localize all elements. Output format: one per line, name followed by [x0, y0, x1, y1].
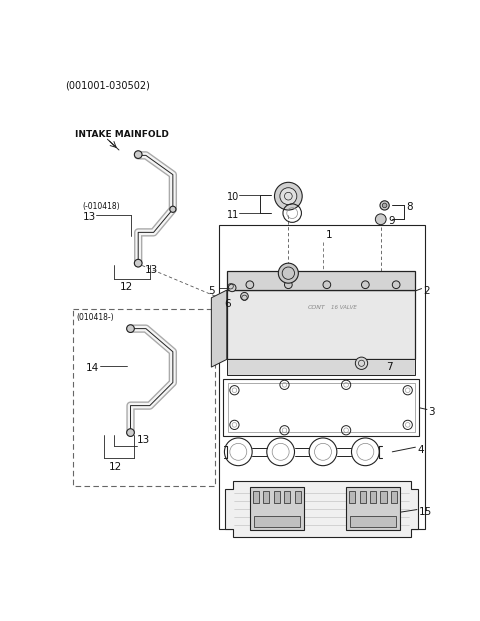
Circle shape	[382, 203, 387, 208]
Text: 12: 12	[120, 283, 133, 292]
Polygon shape	[211, 290, 227, 367]
Text: INTAKE MAINFOLD: INTAKE MAINFOLD	[75, 130, 169, 139]
Text: 10: 10	[227, 191, 239, 202]
Text: 11: 11	[227, 210, 239, 220]
Text: 9: 9	[388, 216, 395, 226]
Bar	[284, 491, 290, 502]
Polygon shape	[227, 360, 415, 375]
Bar	[223, 379, 419, 437]
Text: 12: 12	[108, 462, 122, 472]
Text: 4: 4	[417, 445, 423, 455]
Text: 15: 15	[419, 507, 432, 517]
Text: 14: 14	[86, 363, 99, 373]
Polygon shape	[227, 290, 415, 360]
Text: (-010418): (-010418)	[83, 202, 120, 211]
Circle shape	[375, 214, 386, 225]
Bar	[360, 491, 366, 502]
Text: 13: 13	[137, 435, 150, 445]
Bar	[370, 491, 376, 502]
Text: 13: 13	[83, 212, 96, 222]
Text: 6: 6	[225, 299, 231, 309]
Bar	[73, 309, 215, 486]
Text: (010418-): (010418-)	[77, 313, 114, 322]
Circle shape	[127, 428, 134, 437]
Text: 7: 7	[386, 361, 393, 372]
Text: 5: 5	[209, 286, 215, 296]
Text: 2: 2	[423, 286, 430, 296]
Bar	[254, 515, 300, 527]
Circle shape	[246, 281, 254, 289]
Bar	[391, 491, 397, 502]
Circle shape	[278, 263, 299, 283]
Text: 1: 1	[326, 230, 333, 240]
Circle shape	[275, 183, 302, 210]
Bar	[250, 487, 304, 530]
Circle shape	[127, 325, 134, 332]
Bar	[295, 491, 300, 502]
Text: 16 VALVE: 16 VALVE	[331, 306, 357, 310]
Bar	[274, 491, 280, 502]
Text: (001001-030502): (001001-030502)	[65, 81, 150, 91]
Text: 3: 3	[429, 407, 435, 417]
Circle shape	[380, 201, 389, 210]
Bar	[349, 491, 355, 502]
Text: 13: 13	[144, 266, 157, 276]
Circle shape	[134, 260, 142, 267]
Bar	[264, 491, 269, 502]
Circle shape	[134, 151, 142, 158]
Text: CONT: CONT	[308, 306, 325, 310]
Polygon shape	[227, 271, 415, 290]
Circle shape	[280, 188, 297, 205]
Circle shape	[392, 281, 400, 289]
Text: 16: 16	[384, 488, 398, 498]
Bar	[346, 487, 400, 530]
Bar	[380, 491, 386, 502]
Text: 8: 8	[406, 202, 413, 212]
Circle shape	[323, 281, 331, 289]
Circle shape	[285, 281, 292, 289]
Circle shape	[228, 284, 236, 292]
Bar	[219, 225, 425, 529]
Bar	[350, 515, 396, 527]
Bar	[228, 383, 415, 432]
Polygon shape	[225, 481, 419, 537]
Circle shape	[361, 281, 369, 289]
Bar	[253, 491, 259, 502]
Circle shape	[240, 292, 248, 300]
Circle shape	[170, 206, 176, 212]
Circle shape	[355, 357, 368, 369]
